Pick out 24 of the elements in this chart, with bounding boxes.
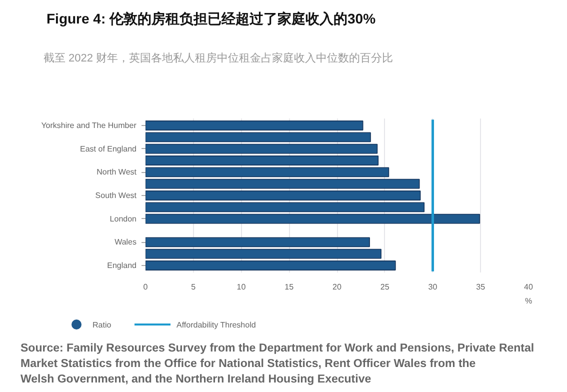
y-tick-label: England	[107, 261, 136, 270]
bar	[146, 214, 480, 224]
x-tick-label: 20	[332, 282, 342, 292]
source-note: Source: Family Resources Survey from the Department for Work and Pensions, Private Rental Market Statistics from the Office for National Statistics, Rent Officer Wales from the Welsh Government, and the Northern Ireland Housing Executive	[20, 342, 534, 386]
legend-label: Ratio	[92, 320, 112, 330]
legend-label: Affordability Threshold	[176, 320, 256, 330]
chart-subtitle: 截至 2022 财年，英国各地私人租房中位租金占家庭收入中位数的百分比	[44, 52, 394, 64]
x-tick-label: 15	[284, 282, 294, 292]
x-tick-label: 30	[428, 282, 438, 292]
x-tick-label: 35	[476, 282, 486, 292]
y-tick-label: East of England	[80, 144, 136, 154]
x-tick-label: 40	[524, 282, 534, 292]
bar	[146, 237, 370, 248]
x-tick-label: 25	[380, 282, 390, 292]
y-tick-label: Wales	[114, 238, 137, 247]
y-tick-label: Yorkshire and The Humber	[41, 121, 137, 130]
x-tick-label: 0	[143, 282, 148, 292]
x-axis-title: %	[524, 296, 532, 306]
x-tick-label: 10	[236, 282, 246, 292]
y-tick-label: London	[110, 214, 137, 224]
y-tick-label: North West	[96, 168, 138, 177]
chart-title: Figure 4: 伦敦的房租负担已经超过了家庭收入的30%	[46, 10, 376, 26]
y-tick-label: South West	[95, 191, 138, 200]
x-tick-label: 5	[191, 282, 196, 292]
